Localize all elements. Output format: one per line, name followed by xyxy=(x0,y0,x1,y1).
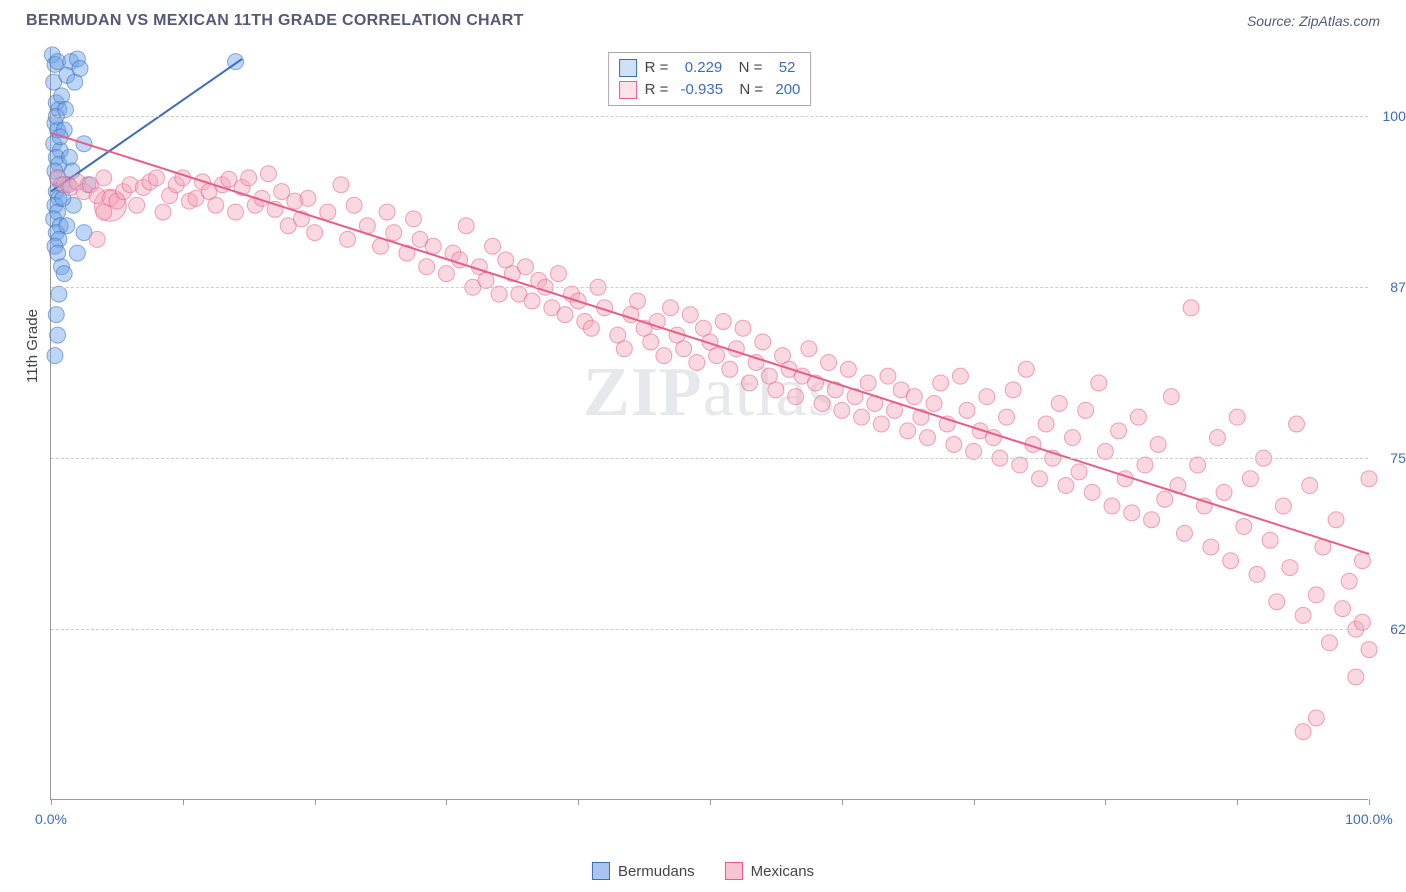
x-tick xyxy=(710,799,711,805)
r-label: R = xyxy=(645,79,673,101)
chart-header: BERMUDAN VS MEXICAN 11TH GRADE CORRELATI… xyxy=(0,0,1406,38)
y-tick-label: 100.0% xyxy=(1383,108,1406,124)
x-tick-label: 0.0% xyxy=(35,811,67,827)
series-legend: Bermudans Mexicans xyxy=(592,862,814,880)
swatch-icon xyxy=(619,81,637,99)
n-label: N = xyxy=(731,79,767,101)
x-tick xyxy=(446,799,447,805)
x-tick xyxy=(1105,799,1106,805)
gridline xyxy=(51,116,1368,117)
scatter-chart: ZIPatlas R = 0.229 N = 52R = -0.935 N = … xyxy=(50,48,1368,800)
swatch-icon xyxy=(592,862,610,880)
x-tick xyxy=(974,799,975,805)
x-tick xyxy=(183,799,184,805)
y-tick-label: 87.5% xyxy=(1390,279,1406,295)
n-label: N = xyxy=(730,57,766,79)
r-value: -0.935 xyxy=(681,79,724,101)
legend-item: Mexicans xyxy=(725,862,814,880)
r-label: R = xyxy=(645,57,673,79)
source-label: Source: ZipAtlas.com xyxy=(1247,13,1380,29)
n-value: 52 xyxy=(775,57,796,79)
x-tick xyxy=(1369,799,1370,805)
n-value: 200 xyxy=(775,79,800,101)
plot-svg xyxy=(51,48,1368,799)
gridline xyxy=(51,629,1368,630)
r-value: 0.229 xyxy=(681,57,723,79)
x-tick xyxy=(842,799,843,805)
gridline xyxy=(51,458,1368,459)
legend-label: Bermudans xyxy=(618,863,695,880)
swatch-icon xyxy=(725,862,743,880)
x-tick xyxy=(51,799,52,805)
y-tick-label: 62.5% xyxy=(1390,621,1406,637)
x-tick xyxy=(578,799,579,805)
x-tick xyxy=(315,799,316,805)
gridline xyxy=(51,287,1368,288)
x-tick-label: 100.0% xyxy=(1345,811,1392,827)
y-axis-title: 11th Grade xyxy=(24,309,41,383)
swatch-icon xyxy=(619,59,637,77)
correlation-legend: R = 0.229 N = 52R = -0.935 N = 200 xyxy=(608,52,812,106)
x-tick xyxy=(1237,799,1238,805)
correlation-row: R = -0.935 N = 200 xyxy=(619,79,801,101)
legend-label: Mexicans xyxy=(751,863,814,880)
correlation-row: R = 0.229 N = 52 xyxy=(619,57,801,79)
chart-title: BERMUDAN VS MEXICAN 11TH GRADE CORRELATI… xyxy=(26,12,524,30)
y-tick-label: 75.0% xyxy=(1390,450,1406,466)
legend-item: Bermudans xyxy=(592,862,695,880)
